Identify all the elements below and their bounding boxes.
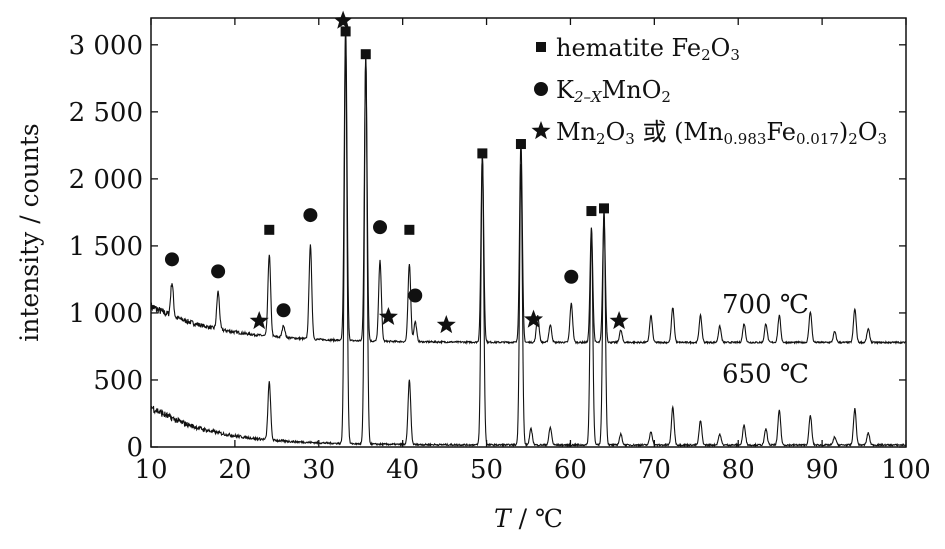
- marker-layer: [164, 10, 629, 334]
- x-tick-label-50: 50: [470, 455, 503, 485]
- legend-text-part: 2: [661, 88, 671, 106]
- legend-text-part: 2: [701, 46, 711, 64]
- y-tick-label-1000: 1 000: [69, 299, 143, 329]
- legend-text-part: O: [711, 34, 731, 62]
- legend-text-part: O: [858, 118, 878, 146]
- legend-marker-circle: [534, 82, 548, 96]
- y-tick-label-0: 0: [126, 433, 143, 463]
- marker-square-24.1: [264, 224, 275, 235]
- series-line-650: [150, 38, 907, 448]
- x-tick-label-40: 40: [386, 455, 419, 485]
- legend-text-part: 2: [596, 130, 606, 148]
- marker-circle-60.1: [564, 269, 579, 284]
- marker-circle-18: [211, 264, 226, 279]
- marker-square-64: [599, 203, 609, 214]
- plot-frame: [150, 17, 907, 448]
- marker-star-38.3: [378, 306, 398, 326]
- y-tick-label-500: 500: [93, 366, 143, 396]
- x-tick-label-90: 90: [806, 455, 839, 485]
- marker-square-33.2: [340, 26, 351, 37]
- x-axis-var: T: [494, 504, 513, 533]
- marker-star-55.6: [524, 309, 544, 328]
- legend-text-part: 3: [878, 130, 888, 148]
- y-tick-label-2000: 2 000: [69, 165, 143, 195]
- legend-text-part: 0.983: [723, 130, 766, 148]
- marker-star-32.9: [333, 10, 353, 29]
- series-line-700: [150, 24, 907, 346]
- legend-text-part: hematite Fe: [556, 34, 701, 62]
- marker-circle-37.3: [373, 220, 388, 235]
- legend-entry-2: Mn2O3 或 (Mn0.983Fe0.017)2O3: [556, 118, 887, 148]
- marker-circle-25.8: [276, 303, 291, 318]
- legend-text-part: 3: [730, 46, 740, 64]
- series-label-0: 700 ℃: [722, 290, 809, 320]
- marker-square-62.5: [586, 206, 597, 217]
- legend-entry-0: hematite Fe2O3: [556, 34, 740, 64]
- marker-square-40.8: [404, 224, 415, 235]
- legend-marker-square: [536, 42, 546, 52]
- marker-star-22.9: [249, 310, 269, 330]
- marker-star-65.8: [609, 310, 629, 330]
- x-tick-label-80: 80: [722, 455, 755, 485]
- x-tick-label-20: 20: [218, 455, 251, 485]
- legend-text-part: 3: [625, 130, 635, 148]
- marker-circle-41.5: [408, 288, 423, 303]
- y-tick-label-2500: 2 500: [69, 98, 143, 128]
- x-tick-label-70: 70: [638, 455, 671, 485]
- legend-text-part: 2–X: [573, 88, 603, 106]
- legend-text-part: 或 (Mn: [635, 118, 724, 146]
- legend-text-part: MnO: [602, 76, 662, 104]
- x-tick-label-30: 30: [302, 455, 335, 485]
- legend-text-part: 2: [848, 130, 858, 148]
- marker-star-45.2: [436, 315, 456, 334]
- marker-circle-29: [303, 208, 318, 223]
- legend-text-part: ): [839, 118, 848, 146]
- legend-text-part: 0.017: [796, 130, 839, 148]
- x-tick-label-60: 60: [554, 455, 587, 485]
- marker-square-49.5: [477, 148, 488, 159]
- legend-text-part: O: [606, 118, 626, 146]
- series-label-1: 650 ℃: [722, 360, 809, 390]
- legend-text-part: Mn: [556, 118, 596, 146]
- y-tick-label-1500: 1 500: [69, 232, 143, 262]
- series-layer: [150, 24, 907, 448]
- x-tick-label-100: 100: [881, 455, 931, 485]
- legend-marker-star: [531, 121, 551, 140]
- y-tick-label-3000: 3 000: [69, 31, 143, 61]
- marker-circle-12.5: [164, 252, 179, 267]
- x-axis-unit: / ℃: [511, 504, 563, 533]
- series-labels: 700 ℃ 650 ℃: [722, 290, 809, 390]
- x-axis-title: T / ℃: [494, 504, 563, 533]
- y-axis-title: intensity / counts: [15, 123, 44, 341]
- marker-square-35.6: [360, 49, 371, 60]
- legend-text-part: K: [556, 76, 575, 104]
- x-tick-label-10: 10: [134, 455, 167, 485]
- marker-square-54.1: [515, 139, 526, 150]
- legend-entry-1: K2–XMnO2: [556, 76, 671, 106]
- legend-text-part: Fe: [766, 118, 796, 146]
